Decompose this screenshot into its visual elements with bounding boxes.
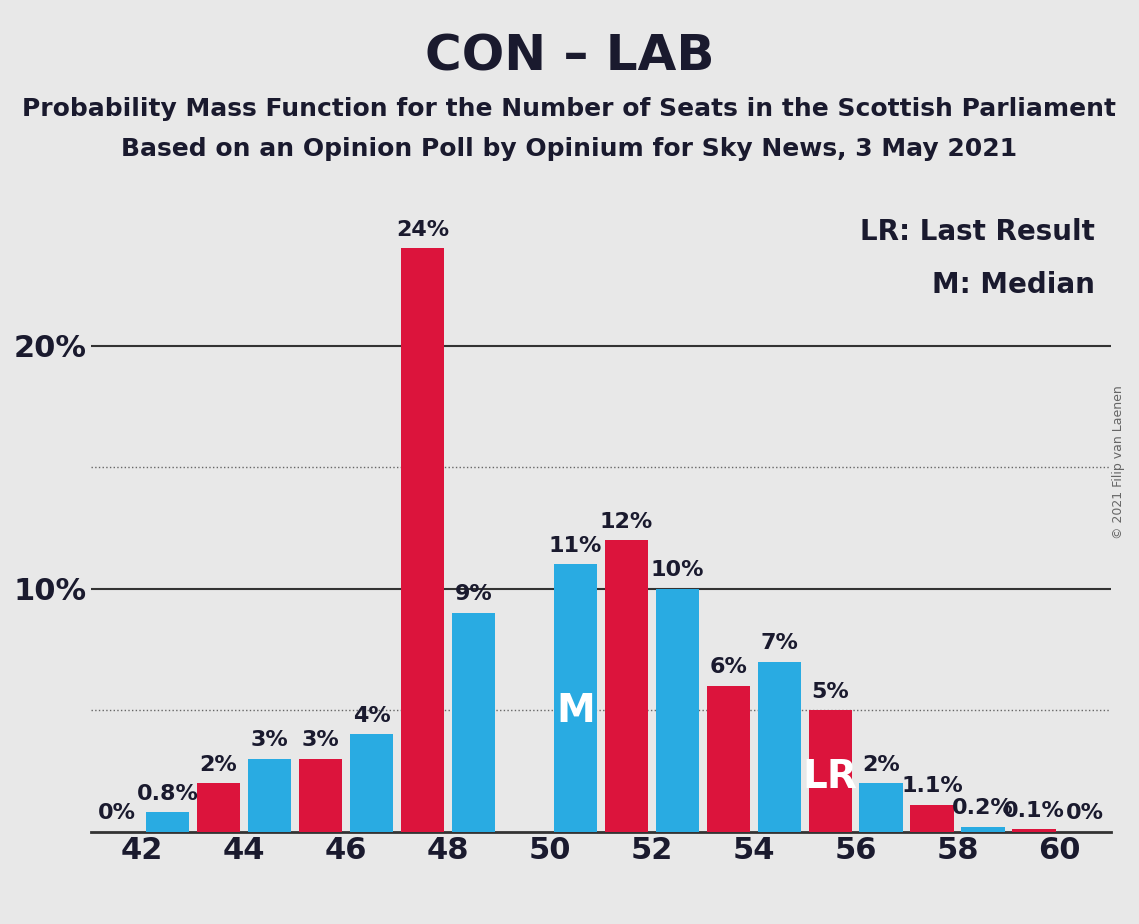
Bar xyxy=(146,812,189,832)
Bar xyxy=(605,540,648,832)
Bar xyxy=(757,662,801,832)
Bar xyxy=(656,589,699,832)
Bar xyxy=(197,783,240,832)
Text: LR: LR xyxy=(803,758,858,796)
Text: 1.1%: 1.1% xyxy=(901,776,962,796)
Text: 0%: 0% xyxy=(98,803,136,823)
Text: 3%: 3% xyxy=(251,730,288,750)
Bar xyxy=(298,759,342,832)
Text: Based on an Opinion Poll by Opinium for Sky News, 3 May 2021: Based on an Opinion Poll by Opinium for … xyxy=(122,137,1017,161)
Text: 2%: 2% xyxy=(199,755,237,774)
Text: 12%: 12% xyxy=(599,512,653,531)
Bar xyxy=(706,686,749,832)
Text: M: M xyxy=(556,692,595,730)
Text: Probability Mass Function for the Number of Seats in the Scottish Parliament: Probability Mass Function for the Number… xyxy=(23,97,1116,121)
Bar xyxy=(809,711,852,832)
Text: 9%: 9% xyxy=(454,584,492,604)
Text: 0.8%: 0.8% xyxy=(137,784,198,804)
Text: 7%: 7% xyxy=(760,633,798,653)
Text: 11%: 11% xyxy=(549,536,603,556)
Text: LR: Last Result: LR: Last Result xyxy=(860,218,1096,246)
Text: 3%: 3% xyxy=(302,730,339,750)
Bar xyxy=(452,613,495,832)
Bar xyxy=(1013,829,1056,832)
Text: 0.1%: 0.1% xyxy=(1003,801,1065,821)
Bar xyxy=(860,783,903,832)
Bar xyxy=(248,759,292,832)
Text: 6%: 6% xyxy=(710,657,747,677)
Text: M: Median: M: Median xyxy=(933,271,1096,298)
Text: CON – LAB: CON – LAB xyxy=(425,32,714,80)
Text: 10%: 10% xyxy=(650,560,704,580)
Bar xyxy=(961,827,1005,832)
Text: 24%: 24% xyxy=(396,220,449,240)
Text: 0.2%: 0.2% xyxy=(952,798,1014,819)
Text: 4%: 4% xyxy=(353,706,391,726)
Text: 5%: 5% xyxy=(811,682,849,701)
Text: 2%: 2% xyxy=(862,755,900,774)
Bar xyxy=(554,565,597,832)
Bar xyxy=(910,805,953,832)
Bar xyxy=(401,249,444,832)
Text: 0%: 0% xyxy=(1066,803,1104,823)
Bar xyxy=(350,735,393,832)
Text: © 2021 Filip van Laenen: © 2021 Filip van Laenen xyxy=(1113,385,1125,539)
